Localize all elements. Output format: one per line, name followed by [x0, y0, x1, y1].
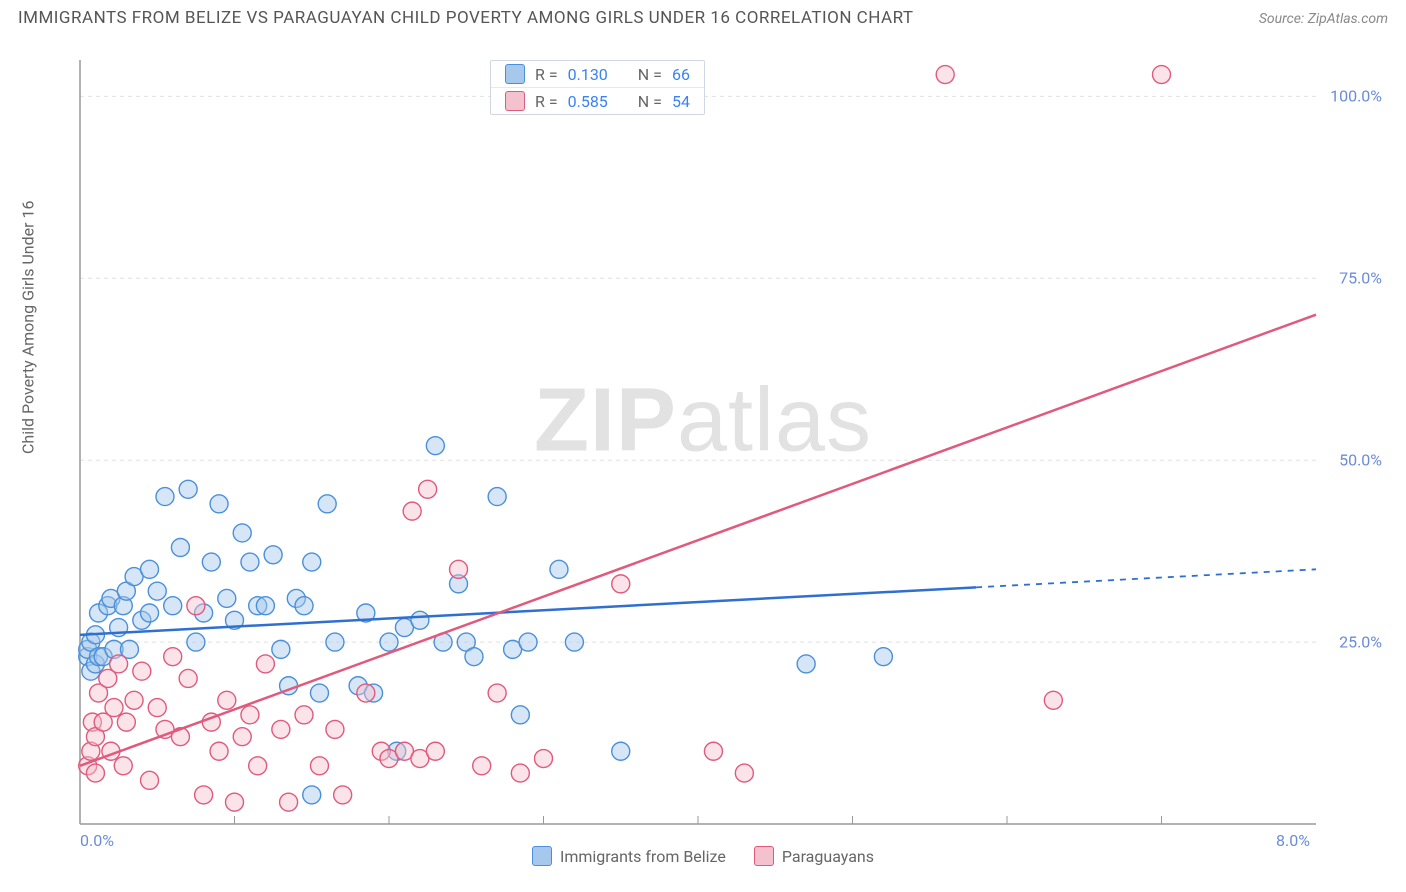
y-axis-label: Child Poverty Among Girls Under 16	[19, 200, 38, 454]
chart-svg	[20, 36, 1386, 872]
y-tick-label: 50.0%	[1339, 451, 1382, 470]
n-value: 54	[672, 92, 690, 111]
r-value: 0.130	[568, 65, 608, 84]
source-label: Source:	[1259, 11, 1304, 27]
bottom-legend-item: Paraguayans	[754, 846, 874, 866]
legend-swatch	[505, 91, 525, 111]
y-tick-label: 100.0%	[1330, 87, 1382, 106]
n-value: 66	[672, 65, 690, 84]
stat-legend-row: R = 0.130 N = 66	[491, 61, 704, 88]
legend-swatch	[505, 64, 525, 84]
bottom-legend-item: Immigrants from Belize	[532, 846, 726, 866]
correlation-chart: ZIPatlas Child Poverty Among Girls Under…	[20, 36, 1386, 872]
legend-swatch	[754, 846, 774, 866]
legend-label: Paraguayans	[782, 847, 874, 866]
bottom-legend: Immigrants from Belize Paraguayans	[20, 846, 1386, 866]
stat-legend: R = 0.130 N = 66 R = 0.585 N = 54	[490, 60, 705, 115]
r-value: 0.585	[568, 92, 608, 111]
r-label: R =	[535, 65, 558, 84]
y-tick-label: 75.0%	[1339, 269, 1382, 288]
source-link[interactable]: ZipAtlas.com	[1308, 11, 1388, 27]
n-label: N =	[638, 92, 662, 111]
r-label: R =	[535, 92, 558, 111]
source-credit: Source: ZipAtlas.com	[1259, 11, 1388, 27]
stat-legend-row: R = 0.585 N = 54	[491, 88, 704, 114]
page-title: IMMIGRANTS FROM BELIZE VS PARAGUAYAN CHI…	[18, 8, 914, 28]
n-label: N =	[638, 65, 662, 84]
y-tick-label: 25.0%	[1339, 633, 1382, 652]
legend-label: Immigrants from Belize	[560, 847, 726, 866]
legend-swatch	[532, 846, 552, 866]
